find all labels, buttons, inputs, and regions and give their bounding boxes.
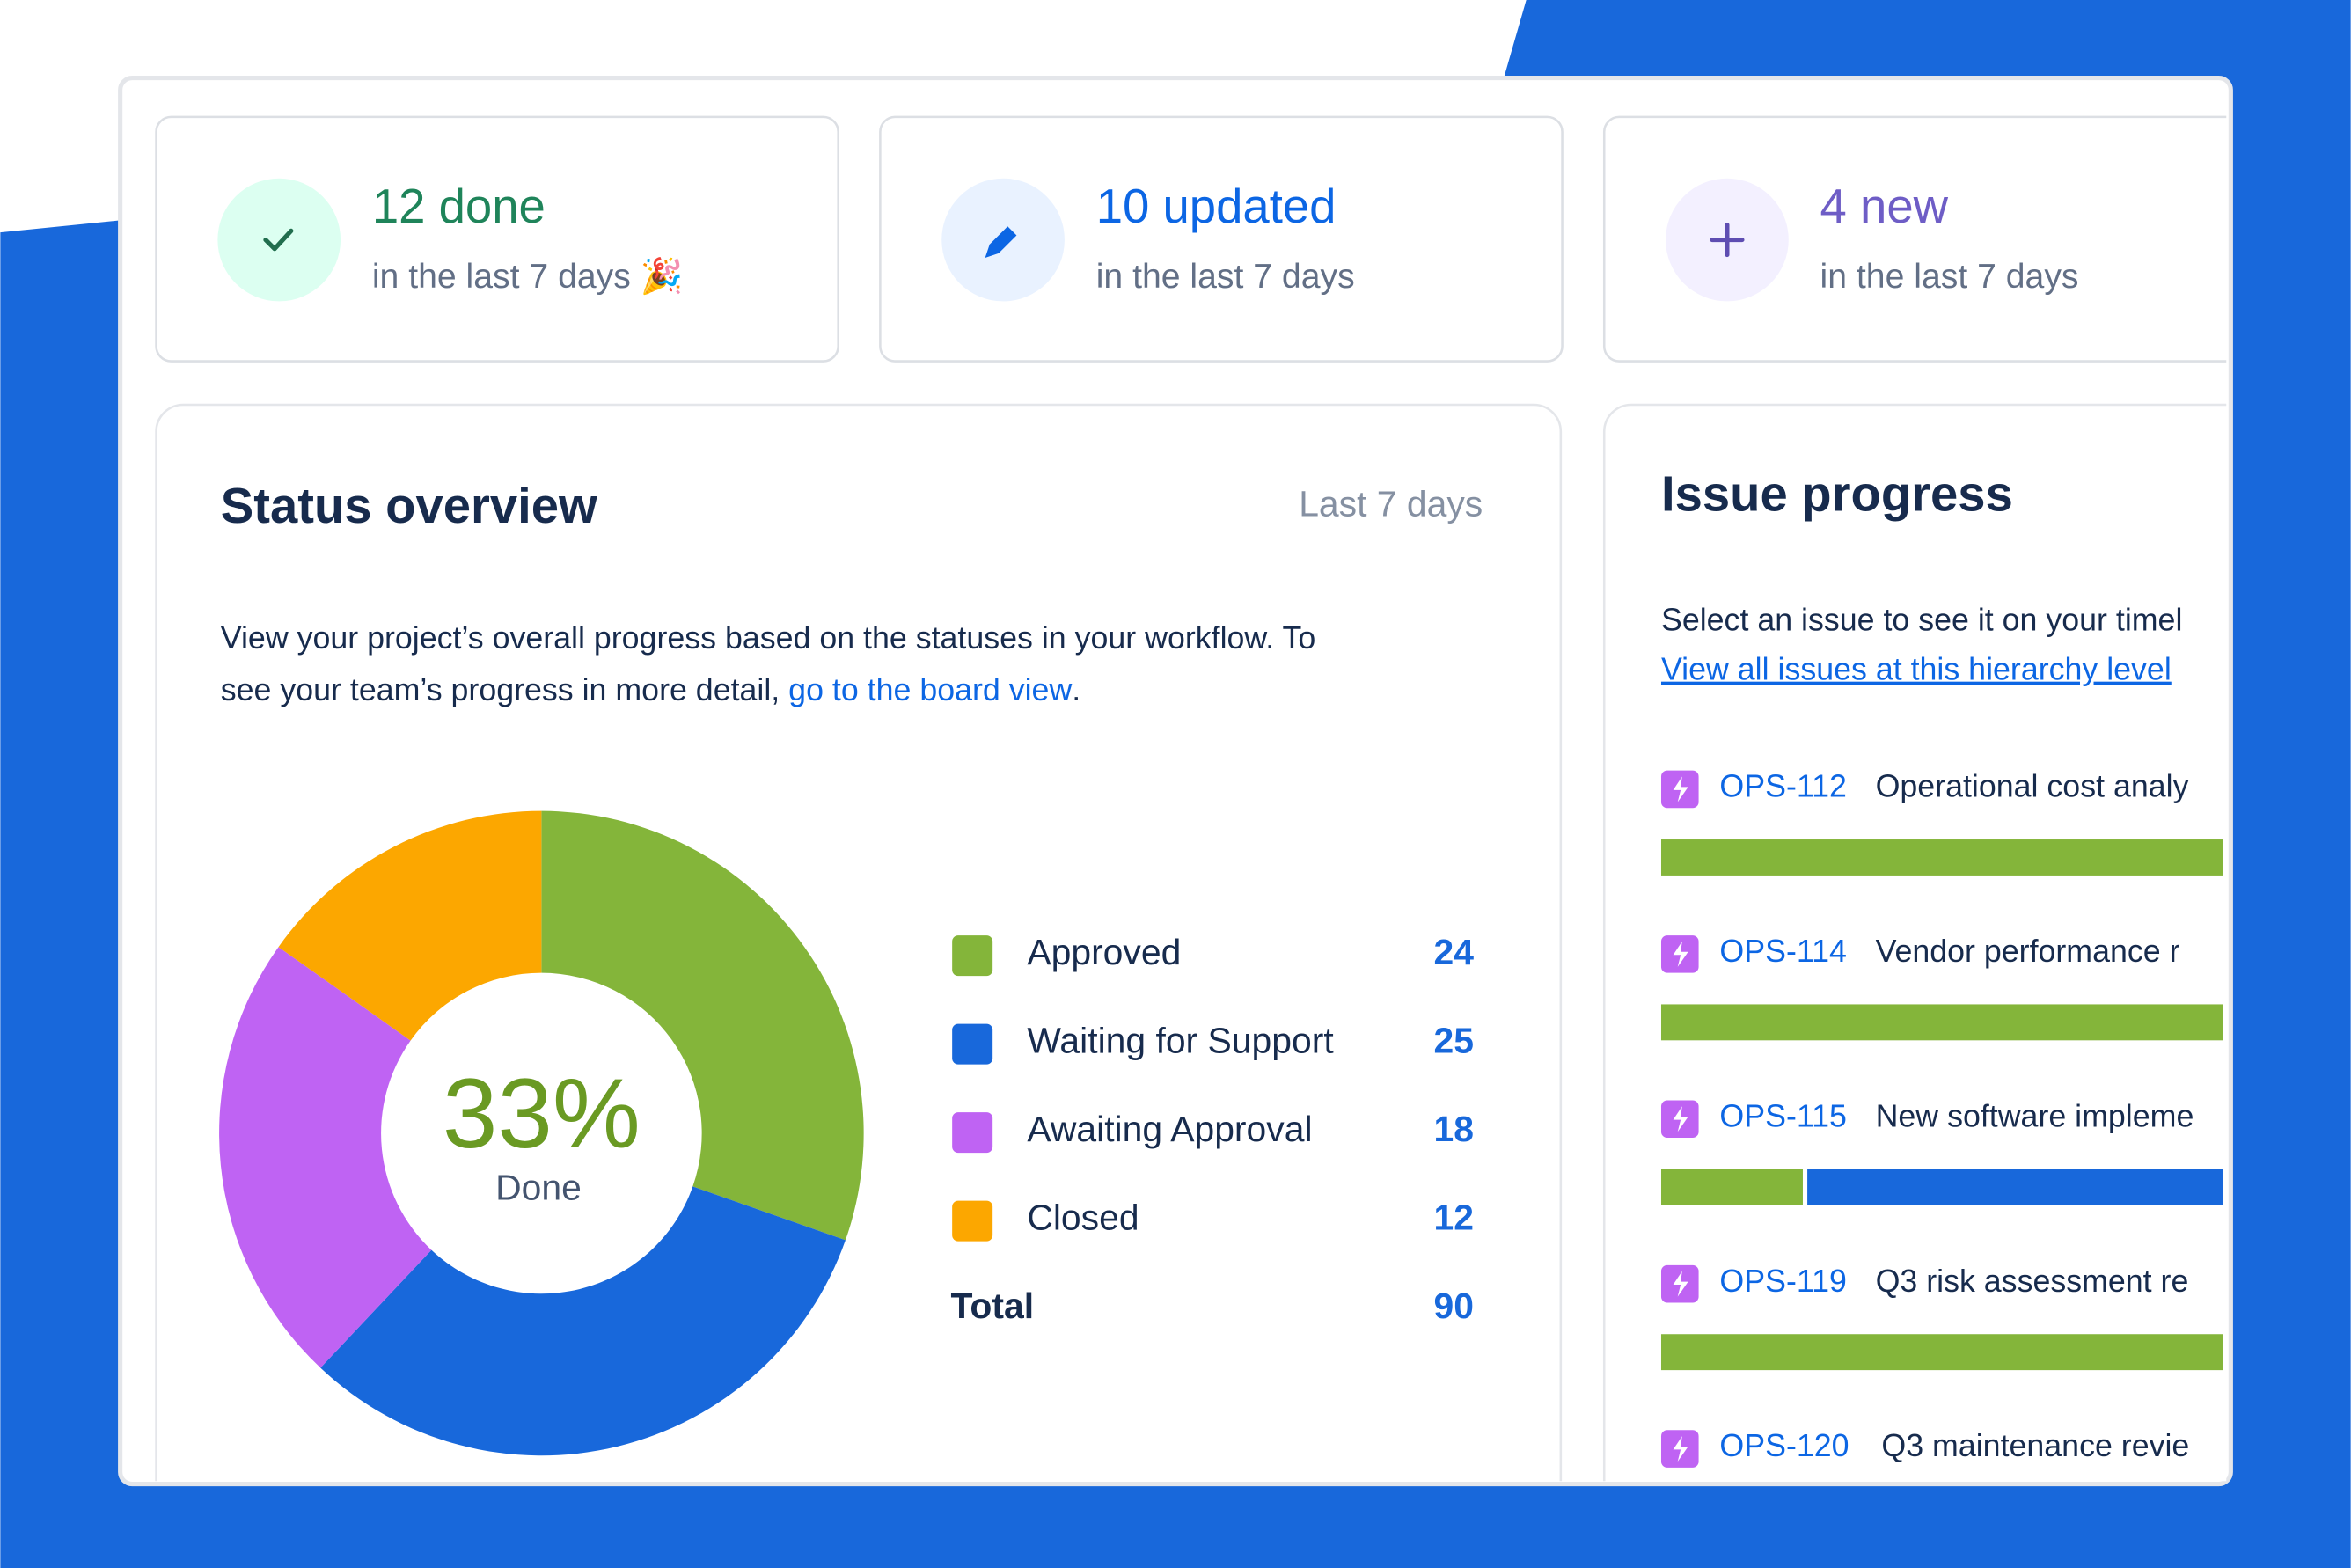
legend-value: 24	[1434, 932, 1475, 972]
progress-bar	[1660, 1334, 2223, 1371]
edit-icon	[985, 226, 1017, 259]
card-title: Issue progress	[1661, 465, 2013, 521]
issue-summary[interactable]: Q3 maintenance revie	[1881, 1428, 2189, 1463]
center-caption: Done	[495, 1167, 582, 1207]
stat-card	[1602, 115, 2227, 363]
description-text: see your team’s progress in more detail,	[221, 673, 788, 708]
legend-value: 12	[1434, 1198, 1474, 1238]
stat-card	[879, 115, 1564, 363]
legend-swatch	[952, 1200, 993, 1242]
progress-bar	[1660, 1004, 2223, 1041]
stat-caption: in the last 7 days	[1820, 258, 2079, 296]
issue-summary[interactable]: Operational cost analy	[1876, 769, 2189, 804]
hierarchy-link[interactable]: View all issues at this hierarchy level	[1661, 652, 2172, 687]
issue-key[interactable]: OPS-119	[1719, 1264, 1846, 1299]
card-title: Status overview	[221, 478, 597, 533]
total-value: 90	[1434, 1286, 1474, 1326]
bolt-icon	[1673, 1436, 1688, 1462]
donut-slice	[278, 810, 542, 1041]
stat-caption: in the last 7 days	[1096, 258, 1355, 296]
status-card	[155, 403, 1563, 1482]
legend-label: Approved	[1027, 932, 1181, 972]
stat-headline: 4 new	[1820, 180, 1949, 233]
bolt-icon	[1673, 776, 1688, 802]
issue-key[interactable]: OPS-115	[1719, 1098, 1846, 1133]
donut-slice	[219, 947, 432, 1368]
progress-bar	[1660, 839, 2223, 876]
bolt-icon	[1673, 1106, 1688, 1132]
issue-summary[interactable]: New software impleme	[1876, 1098, 2194, 1133]
legend-label: Awaiting Approval	[1027, 1109, 1312, 1149]
bolt-icon	[1673, 941, 1688, 967]
description: Select an issue to see it on your timel	[1661, 602, 2182, 637]
issue-key[interactable]: OPS-114	[1719, 934, 1846, 969]
center-label: 33%	[443, 1058, 641, 1169]
legend-swatch	[952, 1112, 993, 1154]
legend-label: Waiting for Support	[1027, 1021, 1334, 1061]
progress-bar	[1807, 1169, 2223, 1205]
issue-summary[interactable]: Q3 risk assessment re	[1876, 1264, 2189, 1299]
description: View your project’s overall progress bas…	[221, 620, 1316, 656]
description: see your team’s progress in more detail,…	[221, 673, 1080, 708]
legend-swatch	[952, 1023, 993, 1065]
issue-summary[interactable]: Vendor performance r	[1876, 934, 2180, 969]
legend-label: Closed	[1027, 1198, 1139, 1238]
bolt-icon	[1673, 1271, 1688, 1297]
plus-icon	[1710, 222, 1745, 258]
board-link[interactable]: go to the board view	[788, 673, 1072, 708]
legend-value: 18	[1434, 1109, 1474, 1149]
issue-key[interactable]: OPS-112	[1719, 769, 1846, 804]
total-label: Total	[950, 1286, 1034, 1326]
stat-headline: 10 updated	[1096, 180, 1337, 233]
legend-swatch	[952, 935, 993, 977]
stat-icon-bg	[217, 178, 341, 302]
legend-value: 25	[1434, 1021, 1474, 1061]
stat-caption: in the last 7 days 🎉	[372, 256, 684, 297]
issue-key[interactable]: OPS-120	[1719, 1428, 1849, 1463]
check-icon	[263, 228, 294, 252]
donut-slice	[541, 810, 864, 1241]
period-label: Last 7 days	[1299, 484, 1483, 524]
progress-bar	[1660, 1169, 1803, 1205]
issue-card	[1602, 403, 2227, 1482]
stat-card	[155, 115, 839, 363]
donut-slice	[320, 1186, 846, 1456]
description-text: .	[1072, 673, 1080, 708]
stat-headline: 12 done	[372, 180, 546, 233]
panel-content: Status overview Last 7 days View your pr…	[155, 115, 2227, 1482]
